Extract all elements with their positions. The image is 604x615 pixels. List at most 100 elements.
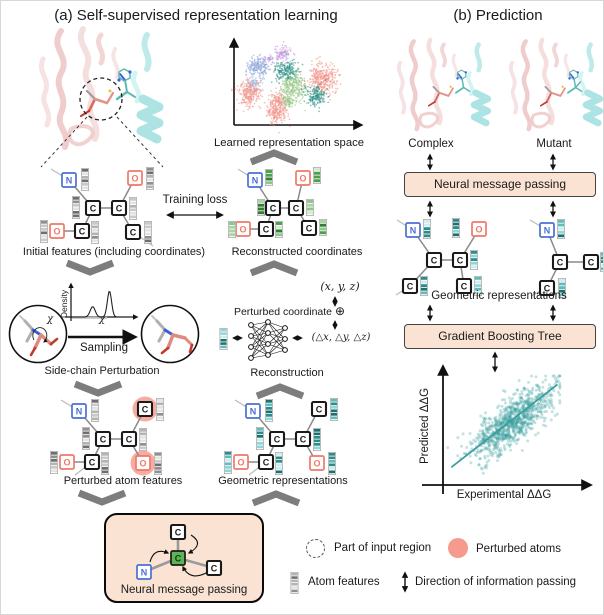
complex-label: Complex (408, 138, 454, 150)
svg-text:C: C (588, 258, 595, 268)
svg-text:O: O (475, 225, 482, 235)
legend-input-region: Part of input region (334, 542, 432, 554)
perturbed-coordinate-text: Perturbed coordinate (233, 306, 333, 318)
panel-a-title: (a) Self-supervised representation learn… (54, 7, 338, 24)
info-arrow-vertical (492, 351, 498, 373)
chevron-up-icon (249, 149, 299, 166)
svg-text:C: C (263, 458, 270, 468)
molecular-graph-geometric-a: N C C C O C O (224, 398, 338, 476)
perturbed-caption: Perturbed atom features (63, 475, 183, 487)
geometric-caption-b: Geometric representations (431, 290, 567, 302)
svg-text:C: C (175, 554, 182, 564)
svg-text:C: C (557, 258, 564, 268)
svg-text:C: C (89, 458, 96, 468)
density-ylabel: Density (59, 289, 69, 319)
perturbed-atoms-icon (448, 538, 468, 558)
training-loss-label: Training loss (162, 194, 228, 206)
svg-text:O: O (299, 174, 306, 184)
info-arrow-horizontal (292, 335, 303, 341)
svg-text:C: C (263, 225, 270, 235)
svg-text:C: C (306, 224, 313, 234)
info-arrow-horizontal (232, 335, 243, 341)
info-arrow-vertical (427, 153, 433, 171)
tsne-caption: Learned representation space (213, 137, 365, 149)
svg-text:C: C (100, 435, 107, 445)
zoom-cone-lines (40, 116, 164, 168)
sampling-label: Sampling (80, 342, 128, 354)
svg-text:χ: χ (46, 314, 54, 325)
chevron-up-icon (251, 490, 301, 507)
svg-text:C: C (431, 256, 438, 266)
density-plot (65, 282, 139, 321)
molecular-graph-reconstructed: N OC CO C C (228, 167, 327, 238)
svg-text:C: C (293, 204, 300, 214)
protein-structure-input (39, 26, 164, 150)
initial-features-caption: Initial features (including coordinates) (22, 246, 206, 258)
xyz-label: (x, y, z) (320, 280, 360, 293)
svg-text:C: C (300, 435, 307, 445)
info-arrow-vertical (427, 304, 433, 322)
svg-text:O: O (131, 174, 138, 184)
svg-text:C: C (274, 435, 281, 445)
molecular-graph-complex: N O C C C C (395, 218, 487, 296)
reconstruction-caption: Reconstruction (250, 367, 324, 379)
chevron-down-icon (65, 259, 115, 276)
info-arrow-vertical (332, 296, 338, 307)
info-arrow-vertical (332, 320, 338, 330)
svg-text:O: O (139, 459, 146, 469)
svg-text:N: N (141, 568, 148, 578)
neural-network-diagram (248, 319, 288, 361)
svg-text:C: C (461, 282, 468, 292)
geometric-caption-a: Geometric representations (218, 475, 348, 487)
svg-text:C: C (211, 564, 218, 574)
message-passing-box: C C N C Neural message passing (104, 513, 264, 603)
svg-text:N: N (76, 407, 83, 417)
svg-text:N: N (252, 176, 259, 186)
svg-text:C: C (130, 228, 137, 238)
molecular-graph-mutant: N C C C (529, 219, 603, 298)
scatter-xlabel: Experimental ΔΔG (456, 489, 552, 501)
gbt-box: Gradient Boosting Tree (404, 324, 596, 349)
sidechain-caption: Side-chain Perturbation (44, 365, 160, 377)
svg-text:C: C (407, 282, 414, 292)
direction-arrow-icon (401, 571, 409, 593)
perturbed-coordinate-label: Perturbed coordinate ⊕ (223, 304, 345, 318)
atom-feature-bar (219, 328, 228, 350)
scatter-ylabel: Predicted ΔΔG (419, 387, 431, 465)
nmp-box: Neural message passing (404, 172, 596, 197)
chi-axis-label: χ (98, 313, 106, 325)
svg-text:N: N (410, 226, 417, 236)
sampling-arrow (68, 329, 138, 345)
tsne-plot (228, 37, 364, 134)
sidechain-molecule-after (140, 304, 200, 364)
legend-atom-features: Atom features (308, 576, 380, 588)
chevron-up-icon (255, 383, 305, 400)
svg-text:C: C (457, 256, 464, 266)
protein-structure-complex (397, 37, 492, 132)
info-arrow-vertical (550, 200, 556, 218)
chevron-down-icon (77, 489, 127, 506)
molecular-graph-initial-features: N O C C O C C (40, 167, 154, 247)
legend-direction: Direction of information passing (415, 576, 577, 588)
chevron-down-icon (73, 380, 123, 397)
panel-b-title: (b) Prediction (453, 7, 543, 24)
info-arrow-vertical (550, 153, 556, 171)
svg-text:C: C (316, 405, 323, 415)
svg-text:N: N (250, 407, 257, 417)
svg-text:C: C (544, 284, 551, 294)
protein-structure-mutant (509, 37, 603, 132)
svg-text:C: C (175, 528, 182, 538)
chevron-up-icon (249, 260, 299, 277)
svg-text:C: C (126, 435, 133, 445)
message-passing-graph: C C N C (136, 523, 223, 580)
svg-text:C: C (142, 405, 149, 415)
training-loss-arrow (166, 211, 224, 219)
message-passing-label: Neural message passing (120, 584, 248, 596)
info-arrow-vertical (550, 304, 556, 322)
svg-text:O: O (313, 459, 320, 469)
mutant-label: Mutant (536, 138, 572, 150)
svg-text:O: O (237, 458, 244, 468)
sidechain-molecule-before: χ (8, 304, 68, 364)
svg-text:N: N (66, 176, 73, 186)
svg-text:O: O (239, 225, 246, 235)
